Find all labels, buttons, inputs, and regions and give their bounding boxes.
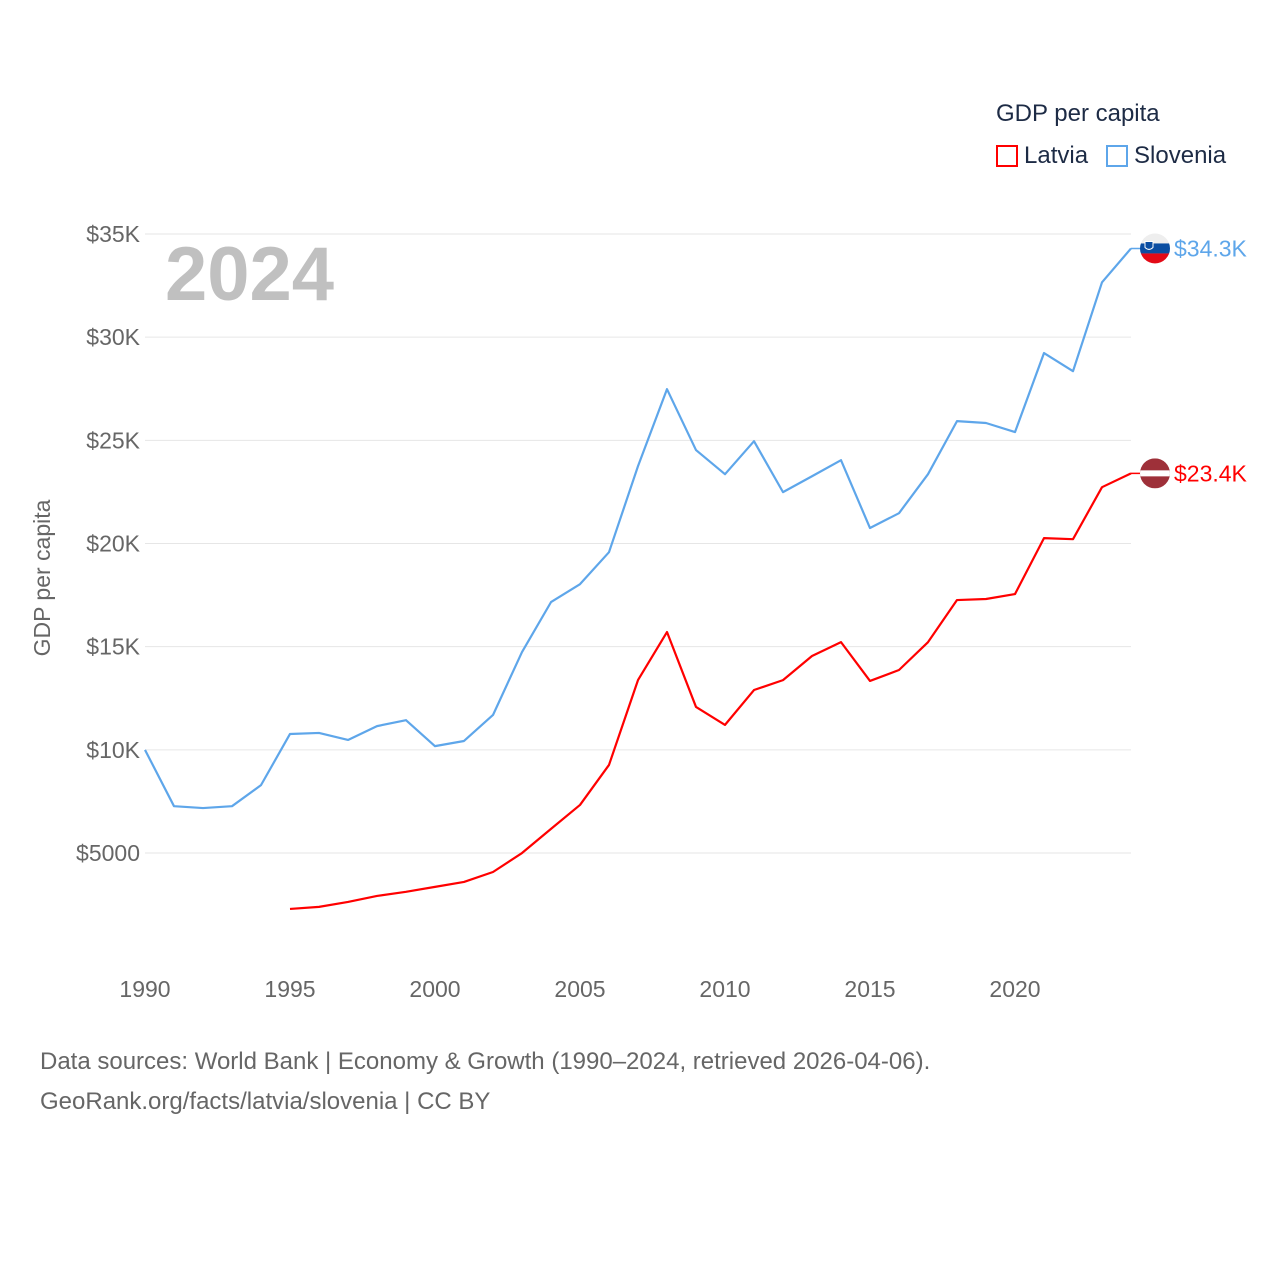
legend-item-slovenia[interactable]: Slovenia [1106, 142, 1226, 170]
legend-item-latvia[interactable]: Latvia [996, 142, 1088, 170]
x-tick-label: 2020 [989, 976, 1040, 1002]
series-line-latvia [289, 472, 1132, 911]
year-watermark: 2024 [165, 232, 334, 317]
x-tick-label: 2005 [554, 976, 605, 1002]
series-line-slovenia [144, 247, 1132, 810]
slovenia-flag-icon [1140, 233, 1170, 264]
x-tick-label: 1990 [119, 976, 170, 1002]
y-axis-label: GDP per capita [29, 499, 55, 656]
y-tick-label: $10K [86, 737, 140, 763]
flag-body [1140, 233, 1170, 264]
y-tick-label: $25K [86, 427, 140, 453]
legend-label: Latvia [1024, 142, 1089, 169]
x-tick-label: 2000 [409, 976, 460, 1002]
latvia-swatch-icon [996, 145, 1018, 167]
latvia-flag-icon [1140, 458, 1170, 489]
y-tick-label: $20K [86, 531, 140, 557]
x-tick-label: 1995 [264, 976, 315, 1002]
footer: Data sources: World Bank | Economy & Gro… [40, 1042, 930, 1122]
legend-title: GDP per capita [996, 100, 1160, 127]
flag-stripe [1140, 243, 1170, 254]
x-tick-label: 2010 [699, 976, 750, 1002]
flag-body [1140, 458, 1170, 489]
flag-shield [1144, 240, 1154, 250]
data-sources: Data sources: World Bank | Economy & Gro… [40, 1048, 931, 1075]
legend: Latvia Slovenia [996, 142, 1226, 170]
end-value-label: $23.4K [1174, 460, 1248, 486]
y-tick-label: $15K [86, 634, 140, 660]
legend-label: Slovenia [1134, 142, 1227, 169]
source-link[interactable]: GeoRank.org/facts/latvia/slovenia | CC B… [40, 1088, 491, 1115]
y-tick-label: $5000 [76, 840, 140, 866]
y-tick-label: $30K [86, 324, 140, 350]
flag-stripe [1140, 233, 1170, 244]
end-value-label: $34.3K [1174, 235, 1248, 261]
y-tick-label: $35K [86, 221, 140, 247]
x-tick-label: 2015 [844, 976, 895, 1002]
slovenia-swatch-icon [1106, 145, 1129, 167]
flag-stripe [1140, 253, 1170, 264]
flag-stripe [1140, 470, 1170, 477]
